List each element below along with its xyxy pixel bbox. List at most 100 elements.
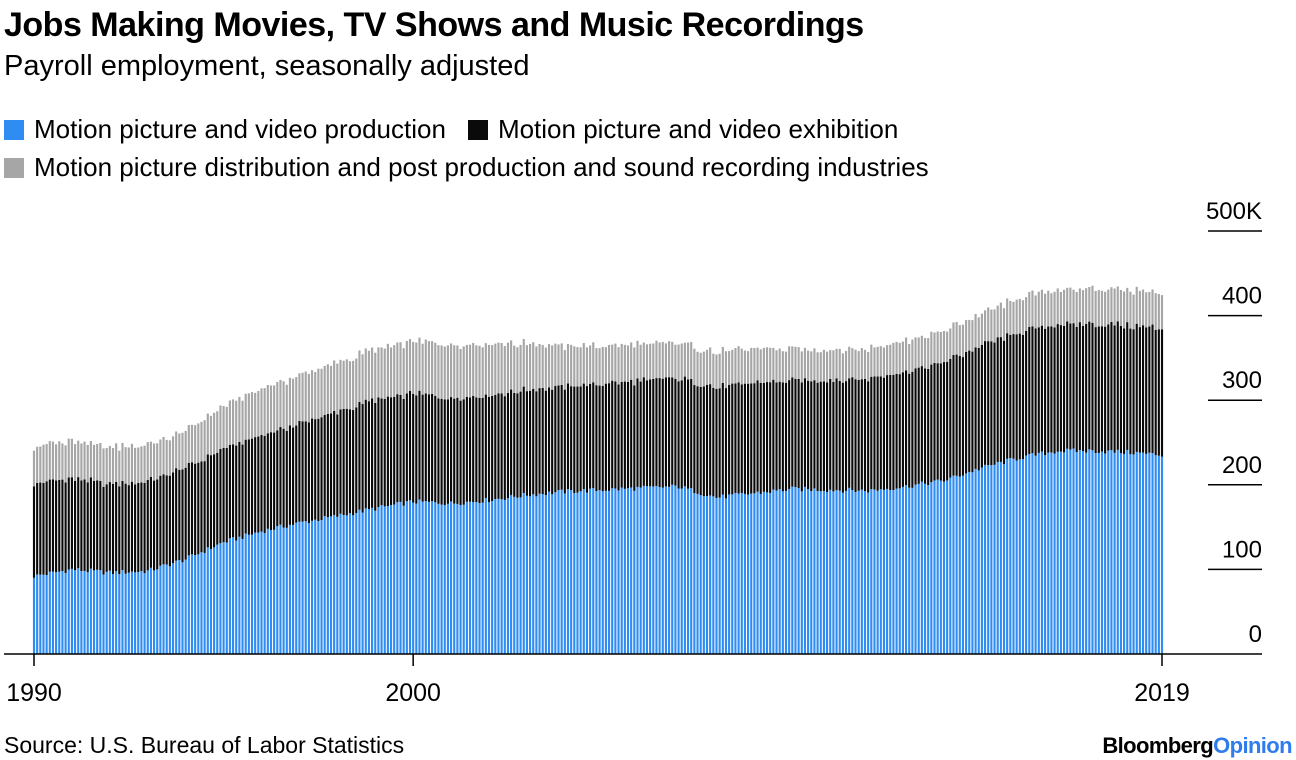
bar-distribution bbox=[582, 343, 585, 384]
bar-production bbox=[421, 501, 424, 654]
bar-exhibition bbox=[450, 397, 453, 502]
bar-exhibition bbox=[307, 422, 310, 524]
bar-distribution bbox=[453, 345, 456, 399]
bar-production bbox=[949, 477, 952, 654]
bar-distribution bbox=[816, 352, 819, 383]
bar-distribution bbox=[516, 347, 519, 394]
bar-distribution bbox=[134, 447, 137, 485]
bar-distribution bbox=[867, 352, 870, 382]
bar-production bbox=[901, 486, 904, 654]
bar-distribution bbox=[525, 345, 528, 392]
bar-exhibition bbox=[626, 381, 630, 489]
bar-production bbox=[497, 498, 500, 654]
bar-production bbox=[67, 569, 70, 654]
bar-exhibition bbox=[958, 355, 961, 477]
bar-production bbox=[1047, 452, 1050, 654]
bar-exhibition bbox=[345, 408, 348, 516]
bar-production bbox=[235, 540, 238, 654]
bar-distribution bbox=[860, 348, 863, 380]
bar-distribution bbox=[408, 339, 412, 391]
bar-distribution bbox=[345, 359, 348, 409]
bar-production bbox=[1160, 456, 1164, 654]
bar-exhibition bbox=[1151, 324, 1154, 453]
bar-distribution bbox=[851, 348, 854, 378]
bar-exhibition bbox=[83, 479, 86, 571]
bar-production bbox=[323, 516, 326, 654]
bar-exhibition bbox=[140, 482, 143, 572]
bar-distribution bbox=[111, 448, 115, 484]
bar-production bbox=[367, 509, 370, 654]
bar-production bbox=[1056, 451, 1059, 654]
bar-production bbox=[320, 520, 323, 654]
bar-distribution bbox=[1138, 290, 1141, 328]
bar-exhibition bbox=[923, 368, 927, 484]
bar-distribution bbox=[712, 353, 715, 388]
bar-exhibition bbox=[55, 480, 58, 573]
bar-distribution bbox=[80, 443, 83, 481]
bar-distribution bbox=[159, 439, 162, 476]
bar-distribution bbox=[677, 344, 680, 382]
bar-exhibition bbox=[187, 463, 190, 556]
bar-production bbox=[187, 555, 190, 654]
bar-exhibition bbox=[1062, 325, 1066, 453]
bar-production bbox=[86, 572, 89, 654]
bar-distribution bbox=[617, 347, 620, 385]
bar-distribution bbox=[32, 450, 36, 487]
bar-production bbox=[358, 509, 361, 654]
bar-distribution bbox=[769, 347, 772, 383]
bar-exhibition bbox=[639, 381, 642, 488]
bar-exhibition bbox=[86, 482, 89, 573]
bar-distribution bbox=[105, 448, 108, 485]
bar-exhibition bbox=[481, 397, 484, 503]
bar-distribution bbox=[573, 346, 576, 387]
bar-production bbox=[74, 570, 77, 654]
bar-production bbox=[279, 524, 282, 654]
bar-exhibition bbox=[152, 480, 156, 571]
bar-production bbox=[863, 491, 867, 654]
bar-production bbox=[778, 489, 781, 654]
bar-distribution bbox=[822, 349, 825, 382]
bar-exhibition bbox=[61, 479, 64, 571]
bar-exhibition bbox=[32, 486, 36, 578]
bar-production bbox=[269, 530, 273, 654]
bar-production bbox=[867, 492, 870, 654]
bar-distribution bbox=[743, 350, 746, 384]
bar-distribution bbox=[551, 345, 554, 390]
bar-distribution bbox=[649, 343, 652, 380]
bar-distribution bbox=[383, 348, 386, 399]
bar-distribution bbox=[478, 345, 481, 398]
bar-distribution bbox=[194, 425, 197, 464]
bar-distribution bbox=[914, 337, 917, 369]
bar-exhibition bbox=[674, 378, 677, 486]
bar-production bbox=[42, 574, 45, 654]
bar-distribution bbox=[844, 350, 848, 382]
bar-distribution bbox=[532, 342, 535, 389]
bar-distribution bbox=[633, 347, 636, 386]
bar-production bbox=[1151, 452, 1154, 654]
bar-production bbox=[759, 493, 762, 654]
bar-production bbox=[124, 573, 127, 654]
bar-production bbox=[952, 475, 955, 654]
bar-distribution bbox=[598, 348, 601, 386]
bar-exhibition bbox=[658, 378, 661, 487]
bar-exhibition bbox=[980, 344, 983, 468]
bar-exhibition bbox=[844, 381, 848, 491]
bar-production bbox=[459, 505, 462, 654]
bar-exhibition bbox=[491, 395, 494, 502]
bar-production bbox=[415, 503, 418, 654]
bar-exhibition bbox=[36, 482, 39, 575]
bar-exhibition bbox=[683, 376, 686, 487]
bar-distribution bbox=[829, 350, 832, 379]
bar-production bbox=[437, 503, 440, 654]
bar-exhibition bbox=[1116, 321, 1119, 450]
bar-exhibition bbox=[541, 387, 544, 495]
bar-exhibition bbox=[563, 389, 566, 494]
bar-exhibition bbox=[282, 428, 285, 528]
bar-exhibition bbox=[497, 393, 500, 499]
bar-production bbox=[345, 515, 348, 654]
bar-distribution bbox=[566, 343, 570, 384]
bar-production bbox=[389, 504, 393, 654]
bar-exhibition bbox=[547, 387, 551, 492]
bar-distribution bbox=[102, 448, 105, 487]
bar-exhibition bbox=[64, 482, 67, 573]
